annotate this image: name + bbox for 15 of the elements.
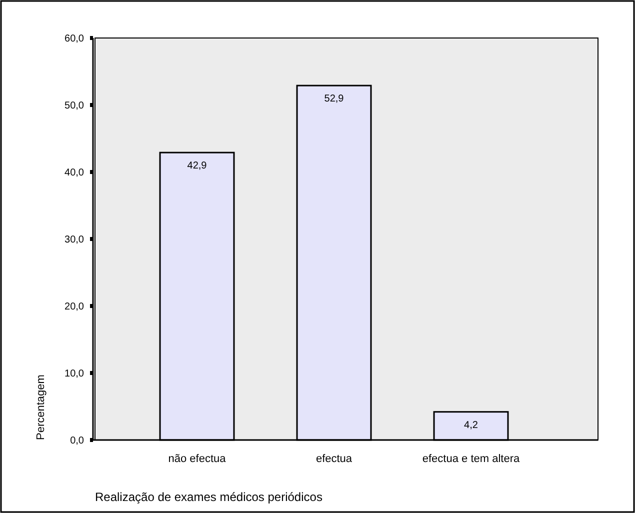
data-label: 42,9 [187, 160, 208, 172]
y-tick-label: 60,0 [64, 34, 84, 44]
x-tick-label: efectua e tem altera [422, 453, 520, 465]
y-tick-label: 10,0 [64, 368, 84, 380]
x-tick-label: não efectua [168, 453, 227, 465]
data-label: 52,9 [324, 94, 344, 105]
y-tick-label: 40,0 [64, 168, 84, 178]
y-tick-label: 0,0 [70, 436, 84, 446]
y-tick-label: 50,0 [64, 100, 84, 112]
x-tick-label: efectua [316, 453, 353, 465]
y-tick-label: 30,0 [64, 234, 84, 246]
data-label: 4,2 [464, 420, 478, 431]
x-axis-title: Realização de exames médicos periódicos [95, 490, 322, 504]
y-axis-title: Percentagem [35, 374, 47, 440]
y-tick-label: 20,0 [64, 302, 84, 312]
